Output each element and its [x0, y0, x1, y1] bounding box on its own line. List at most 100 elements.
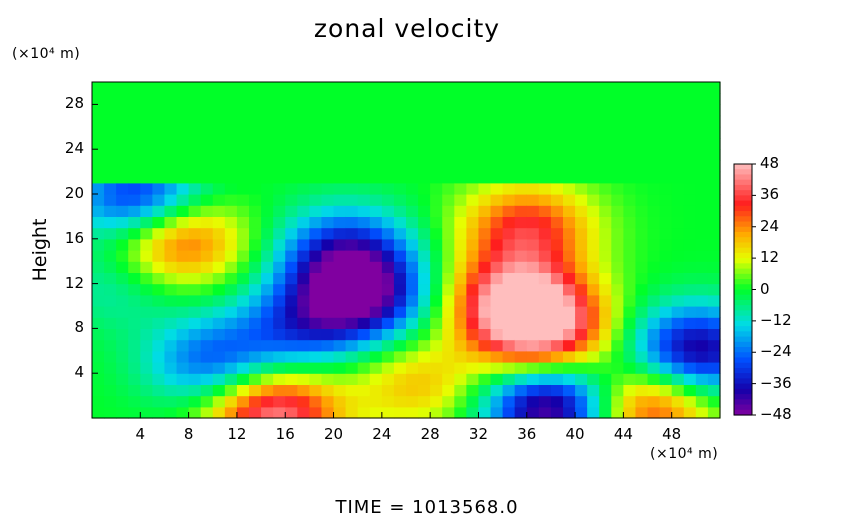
heatmap-cell: [152, 238, 166, 251]
heatmap-cell: [297, 350, 310, 363]
heatmap-cell: [140, 250, 153, 262]
heatmap-cell: [104, 294, 117, 307]
heatmap-cell: [442, 93, 455, 105]
heatmap-cell: [550, 373, 564, 385]
heatmap-cell: [224, 362, 238, 374]
heatmap-cell: [92, 82, 105, 94]
heatmap-cell: [176, 283, 190, 296]
heatmap-cell: [200, 160, 214, 173]
heatmap-cell: [550, 261, 564, 273]
heatmap-cell: [393, 93, 407, 105]
heatmap-cell: [635, 149, 649, 161]
heatmap-cell: [285, 406, 298, 419]
heatmap-cell: [611, 115, 624, 128]
heatmap-cell: [659, 306, 673, 318]
heatmap-cell: [478, 82, 492, 94]
colorbar-segment: [734, 200, 752, 207]
heatmap-cell: [285, 160, 298, 173]
heatmap-cell: [478, 171, 492, 184]
heatmap-cell: [647, 272, 661, 285]
heatmap-cell: [152, 306, 166, 318]
heatmap-cell: [695, 395, 709, 408]
heatmap-cell: [575, 350, 588, 363]
heatmap-cell: [140, 93, 153, 105]
heatmap-cell: [345, 171, 359, 184]
heatmap-cell: [261, 317, 274, 329]
heatmap-cell: [176, 250, 190, 262]
heatmap-cell: [647, 238, 661, 251]
heatmap-cell: [575, 182, 588, 195]
heatmap-cell: [176, 294, 190, 307]
heatmap-cell: [502, 261, 516, 273]
heatmap-cell: [526, 82, 540, 94]
heatmap-cell: [550, 283, 564, 296]
heatmap-cell: [309, 261, 323, 273]
heatmap-cell: [587, 182, 600, 195]
heatmap-cell: [587, 227, 600, 240]
heatmap-cell: [236, 362, 250, 374]
heatmap-cell: [550, 171, 564, 184]
heatmap-cell: [152, 328, 166, 341]
heatmap-cell: [249, 104, 262, 117]
heatmap-cell: [466, 216, 480, 229]
heatmap-cell: [526, 149, 540, 161]
heatmap-cell: [526, 272, 540, 285]
heatmap-cell: [587, 93, 600, 105]
heatmap-cell: [707, 373, 721, 385]
heatmap-cell: [333, 160, 347, 173]
heatmap-cell: [587, 283, 600, 296]
plot-area: [91, 81, 721, 419]
heatmap-cell: [454, 171, 467, 184]
heatmap-cell: [188, 362, 202, 374]
heatmap-cell: [200, 250, 214, 262]
heatmap-cell: [297, 171, 310, 184]
heatmap-cell: [92, 126, 105, 139]
heatmap-cell: [200, 384, 214, 397]
heatmap-cell: [188, 272, 202, 285]
heatmap-cell: [683, 283, 697, 296]
heatmap-cell: [357, 216, 371, 229]
heatmap-cell: [502, 317, 516, 329]
heatmap-cell: [659, 194, 673, 206]
heatmap-cell: [357, 115, 371, 128]
heatmap-cell: [635, 115, 649, 128]
heatmap-cell: [683, 306, 697, 318]
heatmap-cell: [116, 272, 129, 285]
heatmap-cell: [563, 93, 576, 105]
heatmap-cell: [92, 182, 105, 195]
heatmap-cell: [273, 339, 286, 352]
heatmap-cell: [683, 149, 697, 161]
heatmap-cell: [647, 82, 661, 94]
heatmap-cell: [611, 227, 624, 240]
heatmap-cell: [502, 227, 516, 240]
heatmap-cell: [623, 339, 637, 352]
heatmap-cell: [381, 160, 395, 173]
heatmap-cell: [695, 160, 709, 173]
heatmap-cell: [116, 339, 129, 352]
heatmap-cell: [357, 294, 371, 307]
heatmap-cell: [623, 216, 637, 229]
heatmap-cell: [116, 283, 129, 296]
heatmap-cell: [116, 406, 129, 419]
heatmap-cell: [442, 306, 455, 318]
heatmap-cell: [538, 350, 552, 363]
x-tick-label: 8: [183, 425, 194, 443]
heatmap-cell: [550, 104, 564, 117]
heatmap-cell: [454, 261, 467, 273]
heatmap-cell: [128, 384, 141, 397]
heatmap-cell: [611, 82, 624, 94]
heatmap-cell: [176, 216, 190, 229]
heatmap-cell: [695, 406, 709, 419]
heatmap-cell: [309, 171, 323, 184]
colorbar-segment: [734, 373, 752, 379]
heatmap-cell: [707, 115, 721, 128]
heatmap-cell: [659, 328, 673, 341]
heatmap-cell: [538, 306, 552, 318]
heatmap-cell: [575, 205, 588, 217]
heatmap-cell: [418, 227, 431, 240]
heatmap-cell: [152, 104, 166, 117]
heatmap-cell: [635, 328, 649, 341]
heatmap-cell: [695, 227, 709, 240]
heatmap-cell: [418, 216, 431, 229]
heatmap-cell: [164, 227, 178, 240]
